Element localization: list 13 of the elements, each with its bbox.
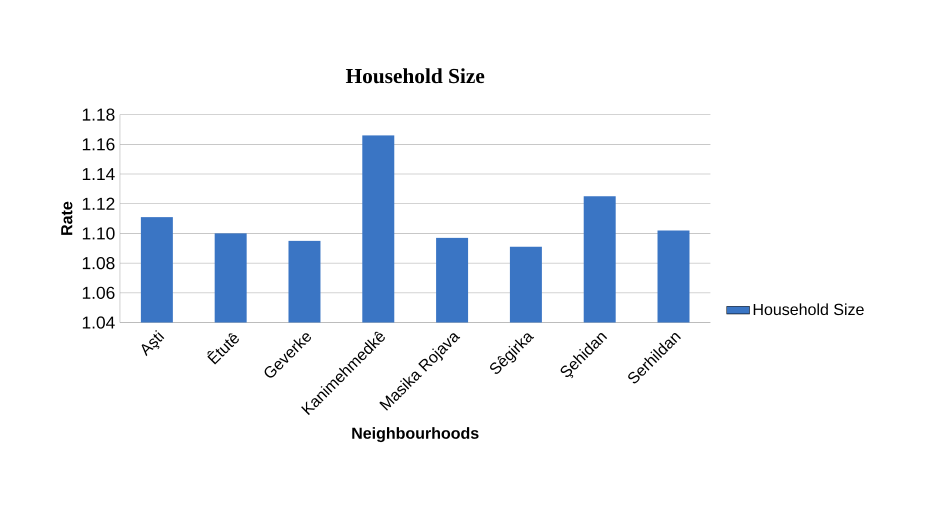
x-axis-title: Neighbourhoods <box>352 427 479 442</box>
y-axis-title: Rate <box>61 202 72 235</box>
y-tick-label: 1.16 <box>82 138 114 150</box>
y-tick-label: 1.14 <box>82 168 115 180</box>
y-tick-label: 1.10 <box>82 227 115 240</box>
y-tick-label: 1.06 <box>82 286 114 299</box>
y-tick-label: 1.08 <box>82 256 114 270</box>
x-tick-label: Aşti <box>142 330 164 356</box>
y-tick-label: 1.04 <box>82 316 115 329</box>
chart-title: Household Size <box>346 68 484 84</box>
legend-label: Household Size <box>754 303 864 316</box>
y-tick-label: 1.18 <box>82 108 114 121</box>
y-tick-label: 1.12 <box>82 198 114 210</box>
